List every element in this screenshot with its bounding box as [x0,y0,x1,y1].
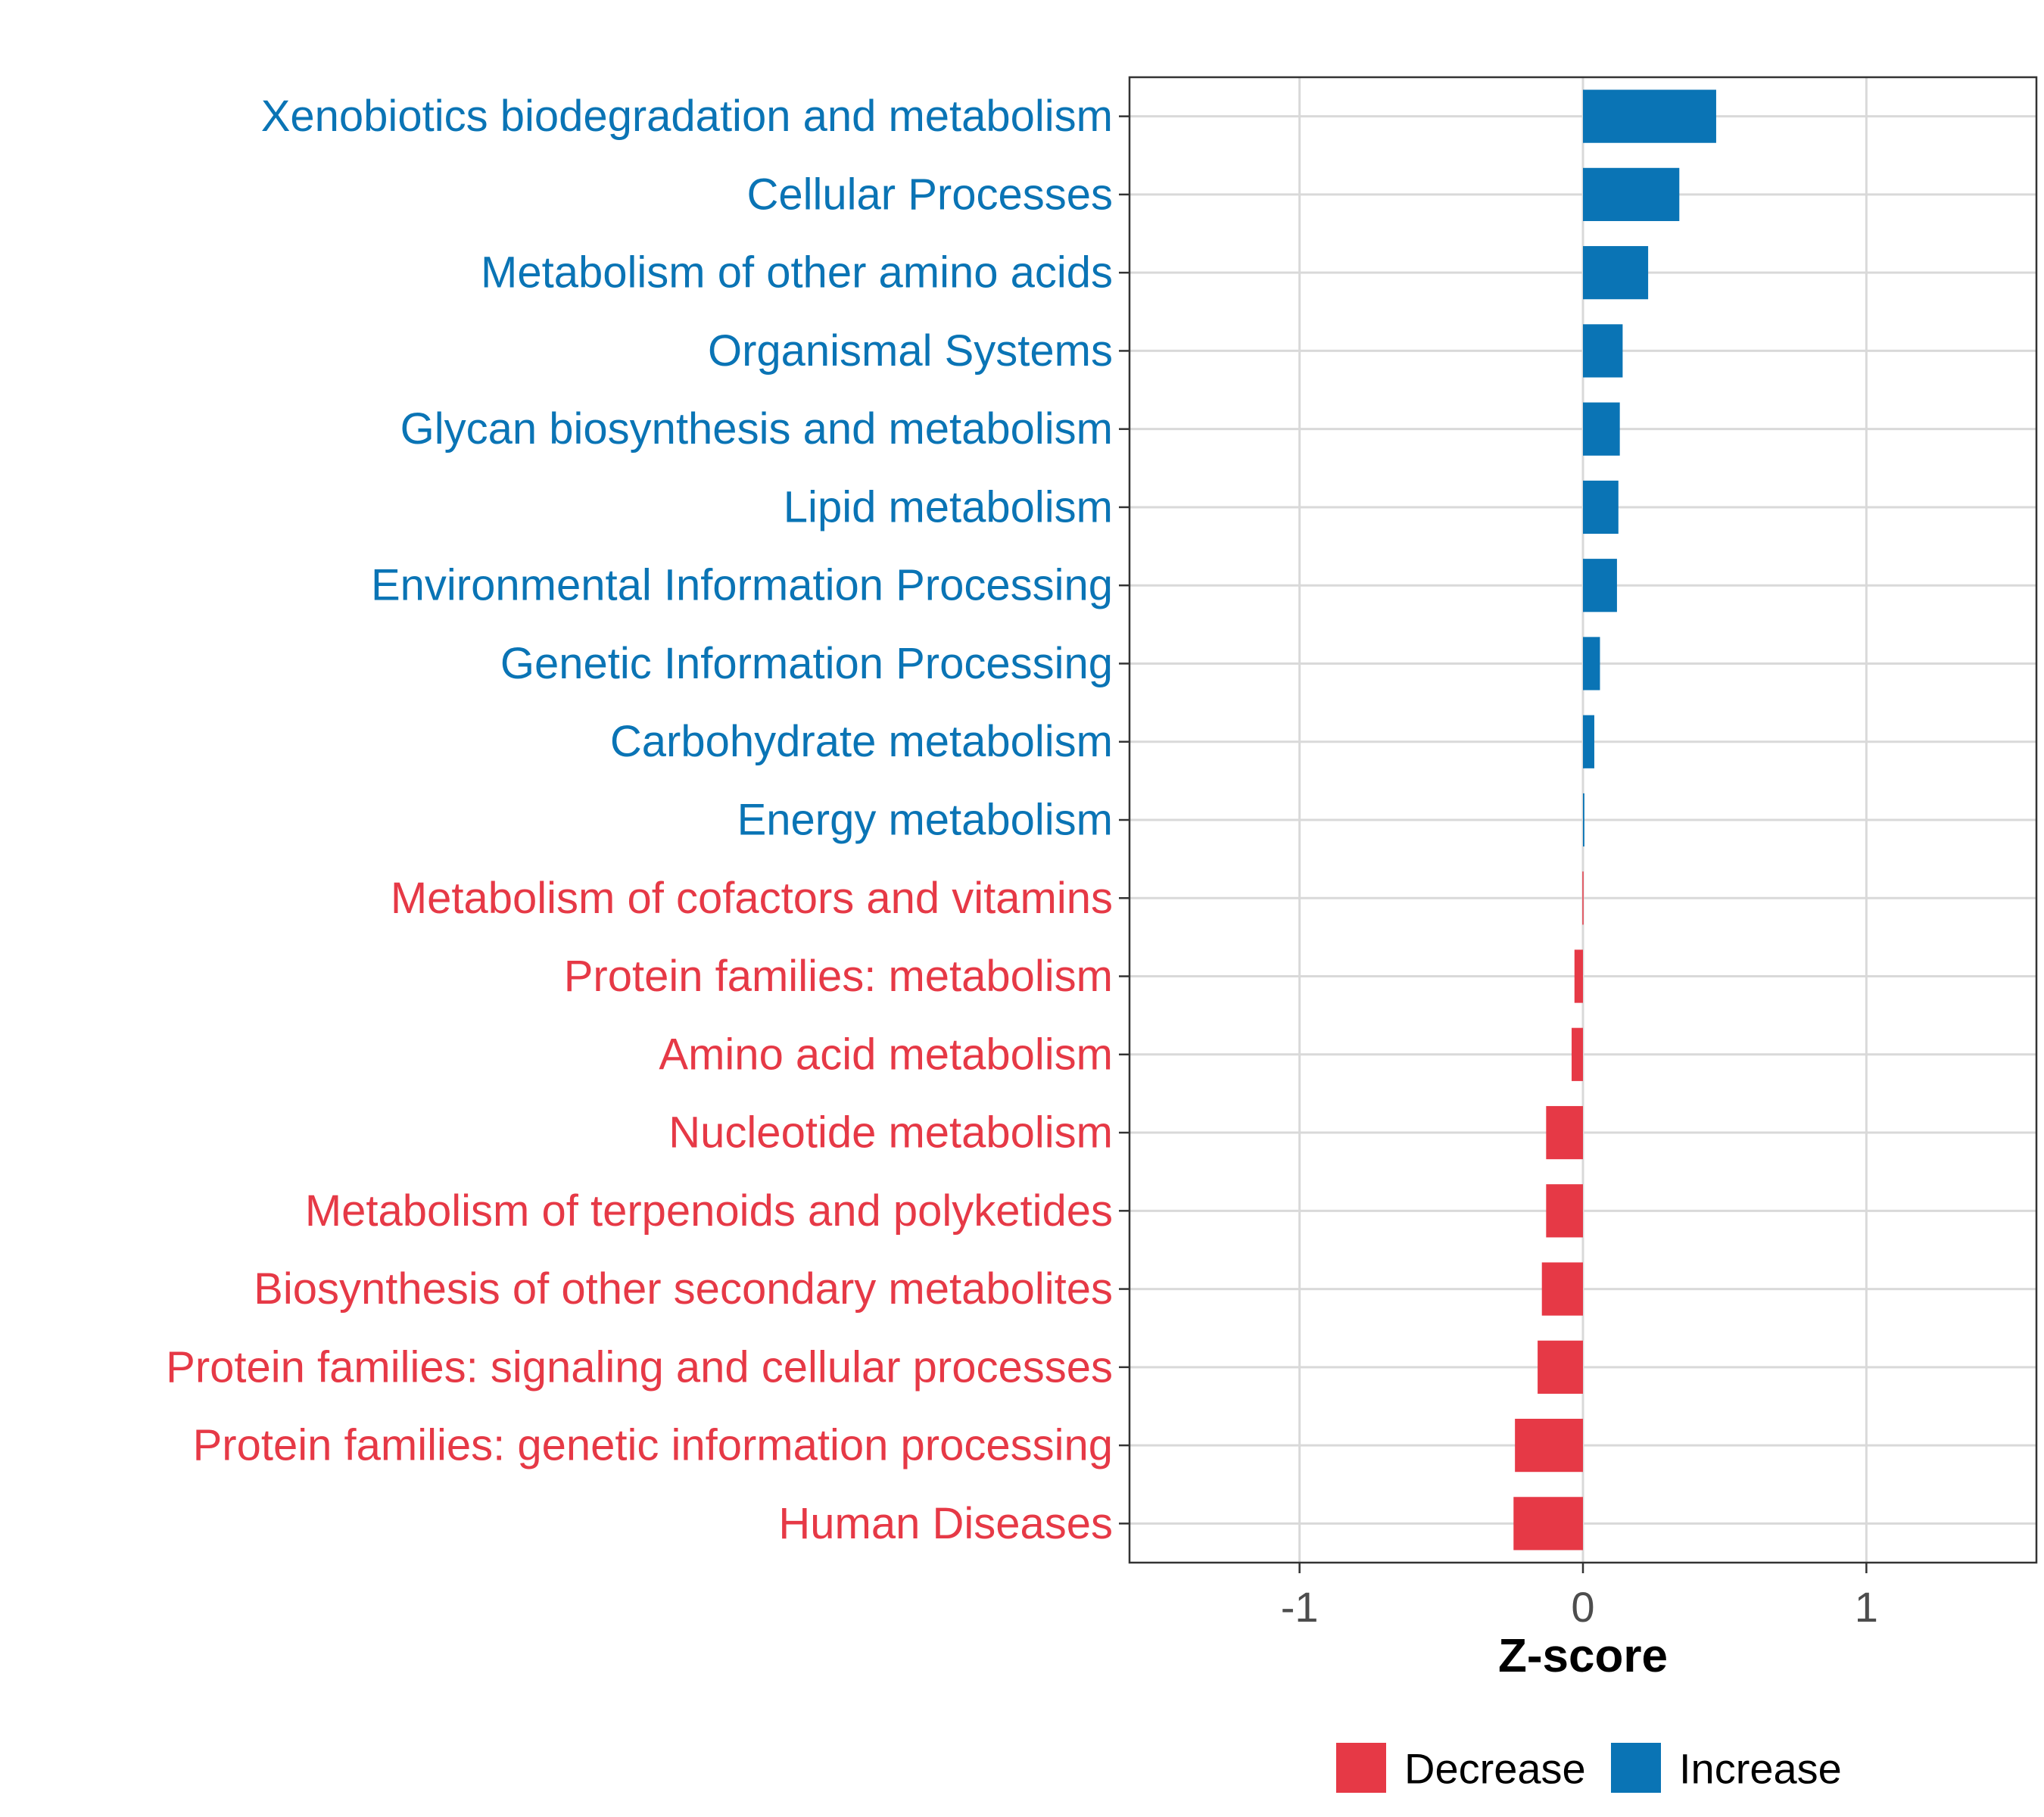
bar-13 [1546,1105,1583,1160]
bar-18 [1513,1497,1583,1551]
bar-layer [1513,89,1716,1551]
legend-label-increase: Increase [1679,1745,1842,1793]
legend-swatch-increase [1611,1743,1661,1793]
y-tick-label-16: Protein families: signaling and cellular… [166,1342,1113,1392]
y-tick-label-15: Biosynthesis of other secondary metaboli… [254,1264,1113,1314]
bar-15 [1541,1262,1583,1316]
y-tick-label-3: Organismal Systems [708,326,1113,376]
y-tick-label-8: Carbohydrate metabolism [610,717,1113,766]
y-tick-label-0: Xenobiotics biodegradation and metabolis… [261,92,1113,141]
bar-9 [1583,793,1584,847]
bar-7 [1583,637,1600,690]
y-tick-label-14: Metabolism of terpenoids and polyketides [305,1186,1113,1236]
y-tick-label-13: Nucleotide metabolism [668,1108,1113,1158]
bar-0 [1583,89,1716,143]
x-tick-layer: -1 0 1 [1281,1563,1878,1631]
bar-16 [1538,1340,1583,1394]
bar-6 [1583,559,1617,612]
y-tick-label-9: Energy metabolism [737,796,1113,845]
x-tick-label-1: 0 [1571,1583,1594,1631]
bar-3 [1583,324,1623,378]
bar-12 [1572,1027,1583,1081]
bar-2 [1583,246,1649,300]
y-tick-label-1: Cellular Processes [746,170,1113,219]
y-tick-label-5: Lipid metabolism [784,482,1113,531]
bar-17 [1515,1418,1583,1473]
y-tick-label-17: Protein families: genetic information pr… [193,1421,1113,1470]
y-tick-label-7: Genetic Information Processing [500,639,1113,688]
bar-10 [1582,871,1584,925]
y-tick-label-18: Human Diseases [778,1499,1113,1548]
y-tick-label-6: Environmental Information Processing [371,561,1113,610]
y-tick-label-11: Protein families: metabolism [564,952,1113,1001]
legend: Decrease Increase [1336,1743,1842,1793]
y-tick-label-4: Glycan biosynthesis and metabolism [400,404,1113,453]
bar-8 [1583,715,1594,768]
x-tick-label-0: -1 [1281,1583,1319,1631]
y-tick-label-2: Metabolism of other amino acids [481,248,1113,298]
bar-14 [1546,1184,1583,1238]
y-tick-label-10: Metabolism of cofactors and vitamins [391,874,1113,923]
x-axis-title: Z-score [1498,1630,1668,1682]
y-tick-label-12: Amino acid metabolism [659,1030,1113,1079]
x-tick-label-2: 1 [1855,1583,1878,1631]
legend-label-decrease: Decrease [1404,1745,1586,1793]
bar-11 [1574,949,1583,1003]
bar-5 [1583,480,1619,535]
bar-4 [1583,402,1620,456]
bar-1 [1583,167,1680,222]
legend-swatch-decrease [1336,1743,1386,1793]
y-tick-layer: Xenobiotics biodegradation and metabolis… [166,92,1129,1548]
